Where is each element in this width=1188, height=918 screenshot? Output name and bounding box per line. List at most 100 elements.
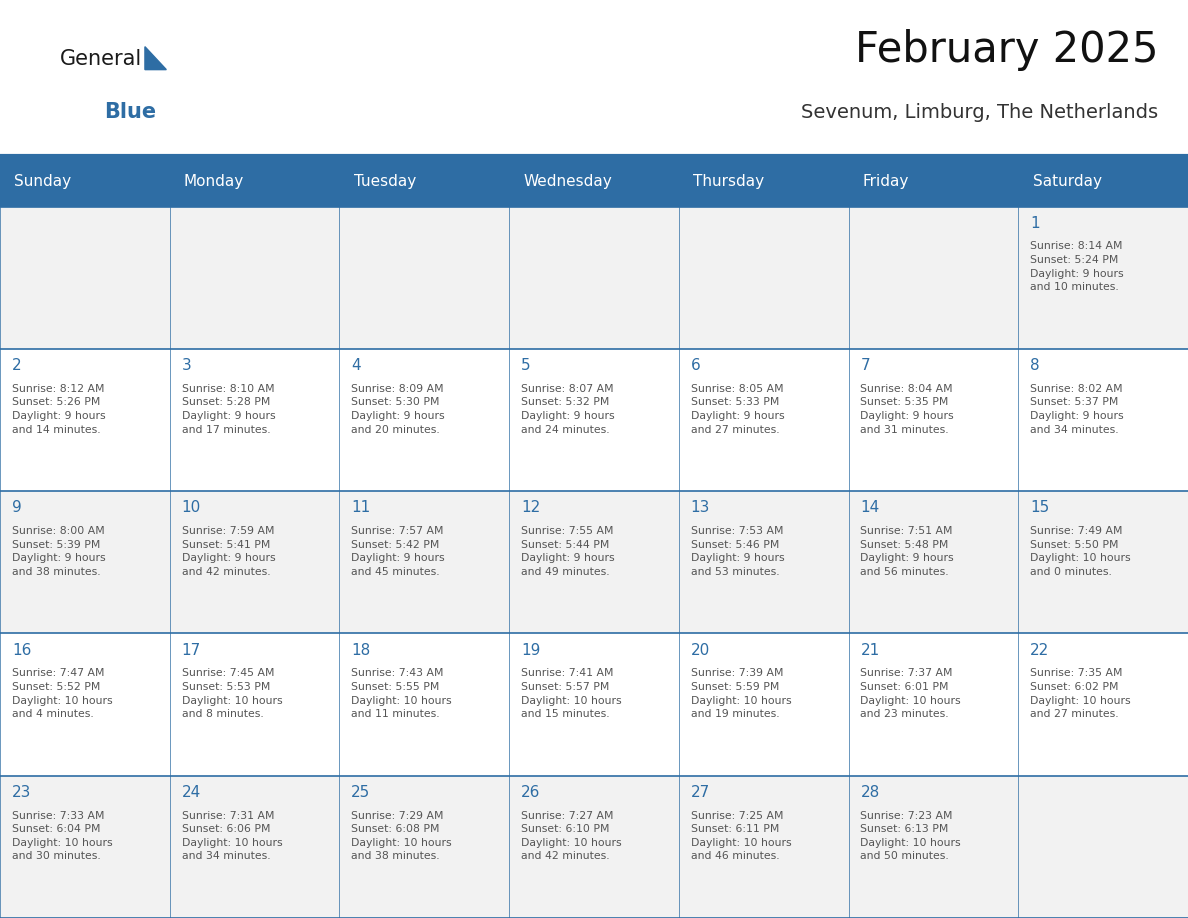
Text: Sunrise: 7:37 AM
Sunset: 6:01 PM
Daylight: 10 hours
and 23 minutes.: Sunrise: 7:37 AM Sunset: 6:01 PM Dayligh… (860, 668, 961, 719)
Text: 2: 2 (12, 358, 21, 373)
Text: Sunrise: 7:53 AM
Sunset: 5:46 PM
Daylight: 9 hours
and 53 minutes.: Sunrise: 7:53 AM Sunset: 5:46 PM Dayligh… (690, 526, 784, 577)
Text: 5: 5 (522, 358, 531, 373)
Bar (510, 207, 678, 349)
Bar (678, 491, 848, 633)
Text: Sunrise: 8:04 AM
Sunset: 5:35 PM
Daylight: 9 hours
and 31 minutes.: Sunrise: 8:04 AM Sunset: 5:35 PM Dayligh… (860, 384, 954, 434)
Polygon shape (145, 47, 166, 70)
Text: 21: 21 (860, 643, 879, 657)
Text: 13: 13 (690, 500, 710, 515)
Bar (0, 633, 170, 776)
Text: Thursday: Thursday (693, 174, 764, 189)
Bar (170, 207, 340, 349)
Text: 18: 18 (352, 643, 371, 657)
Text: Sunrise: 8:00 AM
Sunset: 5:39 PM
Daylight: 9 hours
and 38 minutes.: Sunrise: 8:00 AM Sunset: 5:39 PM Dayligh… (12, 526, 106, 577)
Bar (340, 633, 510, 776)
Text: 14: 14 (860, 500, 879, 515)
Text: Sunrise: 8:05 AM
Sunset: 5:33 PM
Daylight: 9 hours
and 27 minutes.: Sunrise: 8:05 AM Sunset: 5:33 PM Dayligh… (690, 384, 784, 434)
Text: 23: 23 (12, 785, 31, 800)
Text: 27: 27 (690, 785, 710, 800)
Bar (1018, 207, 1188, 349)
Bar (340, 776, 510, 918)
Text: Sunrise: 7:35 AM
Sunset: 6:02 PM
Daylight: 10 hours
and 27 minutes.: Sunrise: 7:35 AM Sunset: 6:02 PM Dayligh… (1030, 668, 1131, 719)
Bar (1018, 349, 1188, 491)
Bar (848, 207, 1018, 349)
Bar (0, 491, 170, 633)
Text: 20: 20 (690, 643, 710, 657)
Text: Sunrise: 7:45 AM
Sunset: 5:53 PM
Daylight: 10 hours
and 8 minutes.: Sunrise: 7:45 AM Sunset: 5:53 PM Dayligh… (182, 668, 283, 719)
Text: 10: 10 (182, 500, 201, 515)
Text: Sunrise: 7:39 AM
Sunset: 5:59 PM
Daylight: 10 hours
and 19 minutes.: Sunrise: 7:39 AM Sunset: 5:59 PM Dayligh… (690, 668, 791, 719)
Bar (340, 207, 510, 349)
Text: 6: 6 (690, 358, 701, 373)
Text: 9: 9 (12, 500, 21, 515)
Text: Sunrise: 7:27 AM
Sunset: 6:10 PM
Daylight: 10 hours
and 42 minutes.: Sunrise: 7:27 AM Sunset: 6:10 PM Dayligh… (522, 811, 621, 861)
Bar (848, 633, 1018, 776)
Text: Sunrise: 7:43 AM
Sunset: 5:55 PM
Daylight: 10 hours
and 11 minutes.: Sunrise: 7:43 AM Sunset: 5:55 PM Dayligh… (352, 668, 451, 719)
Text: Sunrise: 7:25 AM
Sunset: 6:11 PM
Daylight: 10 hours
and 46 minutes.: Sunrise: 7:25 AM Sunset: 6:11 PM Dayligh… (690, 811, 791, 861)
Bar (1018, 491, 1188, 633)
Bar (848, 491, 1018, 633)
Text: 24: 24 (182, 785, 201, 800)
Text: Sunrise: 7:49 AM
Sunset: 5:50 PM
Daylight: 10 hours
and 0 minutes.: Sunrise: 7:49 AM Sunset: 5:50 PM Dayligh… (1030, 526, 1131, 577)
Text: Sunrise: 8:02 AM
Sunset: 5:37 PM
Daylight: 9 hours
and 34 minutes.: Sunrise: 8:02 AM Sunset: 5:37 PM Dayligh… (1030, 384, 1124, 434)
Text: 4: 4 (352, 358, 361, 373)
Text: 12: 12 (522, 500, 541, 515)
Text: Tuesday: Tuesday (354, 174, 416, 189)
Text: 16: 16 (12, 643, 31, 657)
Text: Sunday: Sunday (14, 174, 71, 189)
Text: Monday: Monday (184, 174, 245, 189)
Text: Sunrise: 7:57 AM
Sunset: 5:42 PM
Daylight: 9 hours
and 45 minutes.: Sunrise: 7:57 AM Sunset: 5:42 PM Dayligh… (352, 526, 446, 577)
Text: Sunrise: 7:41 AM
Sunset: 5:57 PM
Daylight: 10 hours
and 15 minutes.: Sunrise: 7:41 AM Sunset: 5:57 PM Dayligh… (522, 668, 621, 719)
Text: February 2025: February 2025 (855, 29, 1158, 71)
Text: 25: 25 (352, 785, 371, 800)
Text: Sunrise: 8:14 AM
Sunset: 5:24 PM
Daylight: 9 hours
and 10 minutes.: Sunrise: 8:14 AM Sunset: 5:24 PM Dayligh… (1030, 241, 1124, 292)
Text: General: General (59, 50, 141, 69)
Bar (678, 349, 848, 491)
Text: Sunrise: 7:31 AM
Sunset: 6:06 PM
Daylight: 10 hours
and 34 minutes.: Sunrise: 7:31 AM Sunset: 6:06 PM Dayligh… (182, 811, 283, 861)
Text: Sunrise: 7:29 AM
Sunset: 6:08 PM
Daylight: 10 hours
and 38 minutes.: Sunrise: 7:29 AM Sunset: 6:08 PM Dayligh… (352, 811, 451, 861)
Text: Saturday: Saturday (1032, 174, 1101, 189)
Bar (1018, 633, 1188, 776)
Text: Sevenum, Limburg, The Netherlands: Sevenum, Limburg, The Netherlands (801, 103, 1158, 122)
Text: Sunrise: 8:09 AM
Sunset: 5:30 PM
Daylight: 9 hours
and 20 minutes.: Sunrise: 8:09 AM Sunset: 5:30 PM Dayligh… (352, 384, 446, 434)
Bar (170, 349, 340, 491)
Bar (170, 776, 340, 918)
Text: 28: 28 (860, 785, 879, 800)
Text: 15: 15 (1030, 500, 1049, 515)
Text: 11: 11 (352, 500, 371, 515)
Bar (510, 776, 678, 918)
Text: Sunrise: 8:10 AM
Sunset: 5:28 PM
Daylight: 9 hours
and 17 minutes.: Sunrise: 8:10 AM Sunset: 5:28 PM Dayligh… (182, 384, 276, 434)
Bar (340, 349, 510, 491)
Bar (510, 491, 678, 633)
Text: 8: 8 (1030, 358, 1040, 373)
Bar (510, 633, 678, 776)
Text: 7: 7 (860, 358, 870, 373)
Text: Sunrise: 8:12 AM
Sunset: 5:26 PM
Daylight: 9 hours
and 14 minutes.: Sunrise: 8:12 AM Sunset: 5:26 PM Dayligh… (12, 384, 106, 434)
Bar (510, 349, 678, 491)
Bar (340, 491, 510, 633)
Bar (678, 633, 848, 776)
Text: 17: 17 (182, 643, 201, 657)
Bar (848, 776, 1018, 918)
Bar (0, 776, 170, 918)
Bar (678, 776, 848, 918)
Bar (0, 349, 170, 491)
Bar (170, 633, 340, 776)
Bar (1018, 776, 1188, 918)
Bar (0, 156, 1188, 207)
Bar (678, 207, 848, 349)
Text: 26: 26 (522, 785, 541, 800)
Text: 3: 3 (182, 358, 191, 373)
Bar (848, 349, 1018, 491)
Text: Sunrise: 7:51 AM
Sunset: 5:48 PM
Daylight: 9 hours
and 56 minutes.: Sunrise: 7:51 AM Sunset: 5:48 PM Dayligh… (860, 526, 954, 577)
Text: Sunrise: 7:59 AM
Sunset: 5:41 PM
Daylight: 9 hours
and 42 minutes.: Sunrise: 7:59 AM Sunset: 5:41 PM Dayligh… (182, 526, 276, 577)
Text: Wednesday: Wednesday (524, 174, 612, 189)
Text: Blue: Blue (105, 103, 157, 122)
Text: Sunrise: 7:55 AM
Sunset: 5:44 PM
Daylight: 9 hours
and 49 minutes.: Sunrise: 7:55 AM Sunset: 5:44 PM Dayligh… (522, 526, 614, 577)
Text: 22: 22 (1030, 643, 1049, 657)
Text: 1: 1 (1030, 216, 1040, 230)
Text: 19: 19 (522, 643, 541, 657)
Text: Sunrise: 7:47 AM
Sunset: 5:52 PM
Daylight: 10 hours
and 4 minutes.: Sunrise: 7:47 AM Sunset: 5:52 PM Dayligh… (12, 668, 113, 719)
Text: Friday: Friday (862, 174, 909, 189)
Text: Sunrise: 8:07 AM
Sunset: 5:32 PM
Daylight: 9 hours
and 24 minutes.: Sunrise: 8:07 AM Sunset: 5:32 PM Dayligh… (522, 384, 614, 434)
